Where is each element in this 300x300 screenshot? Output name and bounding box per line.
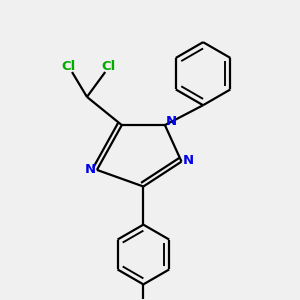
- Text: N: N: [183, 154, 194, 167]
- Text: Cl: Cl: [101, 60, 116, 73]
- Text: N: N: [85, 163, 96, 176]
- Text: N: N: [165, 115, 176, 128]
- Text: Cl: Cl: [61, 60, 76, 73]
